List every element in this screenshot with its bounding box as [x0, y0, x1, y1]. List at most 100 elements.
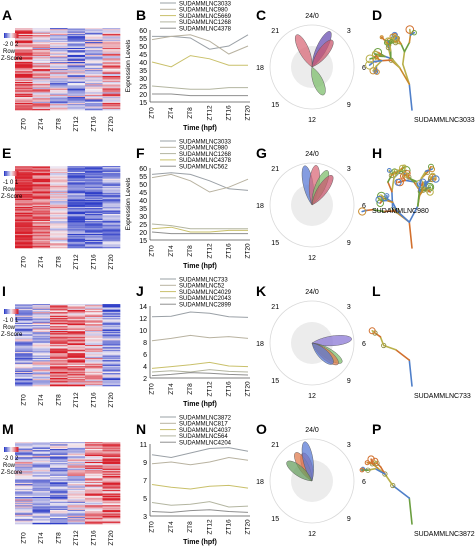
x-axis-label: Time (hpf): [183, 125, 217, 132]
panel-letter-chart: N: [136, 421, 146, 437]
color-key-subtitle: Z-Score: [1, 470, 23, 476]
polar-hour-label: 3: [347, 166, 351, 173]
x-tick-label: ZT12: [206, 381, 213, 397]
polar-hour-label: 15: [271, 516, 279, 523]
y-axis-label: Expression Levels: [125, 177, 132, 230]
x-tick-label: ZT16: [226, 519, 233, 535]
series-line-1: [152, 448, 248, 458]
legend-entry: SUDAMMLNC2899: [179, 303, 232, 309]
color-key-values: -1 0 1: [3, 318, 19, 324]
heatmap-cell: [103, 385, 121, 386]
x-tick-label: ZT20: [245, 519, 252, 535]
heatmap-cell: [50, 385, 68, 386]
structure-label: SUDAMMLNC3872: [414, 531, 475, 538]
heatmap-cell: [103, 523, 121, 524]
polar-hour-label: 24/0: [305, 13, 319, 20]
color-key-swatch: [4, 33, 5, 38]
y-tick-label: 15: [139, 238, 147, 245]
heatmap-cell: [85, 247, 103, 248]
heatmap-col-label: ZT8: [55, 256, 62, 268]
color-key-swatch: [17, 309, 18, 314]
rna-secondary-structure: [366, 26, 417, 110]
y-tick-label: 3: [143, 514, 147, 521]
color-key-swatch: [14, 309, 15, 314]
structure-label: SUDAMMLNC3033: [414, 117, 475, 124]
panel-letter-heatmap: M: [2, 421, 14, 437]
color-key-swatch: [6, 171, 7, 176]
x-tick-label: ZT16: [226, 105, 233, 121]
legend-entry: SUDAMMLNC980: [179, 8, 228, 14]
structure-label: SUDAMMLNC980: [372, 208, 429, 215]
x-tick-label: ZT4: [168, 107, 175, 119]
color-key-swatch: [16, 171, 17, 176]
polar-hour-label: 12: [308, 255, 316, 262]
color-key-swatch: [9, 309, 10, 314]
rna-secondary-structure: [359, 164, 439, 248]
color-key-swatch: [11, 171, 12, 176]
panel-letter-structure: D: [372, 7, 382, 23]
legend-entry: SUDAMMLNC1268: [179, 20, 232, 26]
color-key-swatch: [15, 309, 16, 314]
rna-secondary-structure: [360, 456, 412, 524]
polar-hour-label: 3: [347, 304, 351, 311]
color-key-swatch: [17, 171, 18, 176]
color-key-swatch: [17, 33, 18, 38]
color-key-swatch: [4, 309, 5, 314]
heatmap-col-label: ZT4: [38, 256, 45, 268]
heatmap-cell: [15, 385, 33, 386]
y-tick-label: 6: [143, 352, 147, 359]
color-key-swatch: [12, 447, 13, 452]
polar-hour-label: 12: [308, 393, 316, 400]
color-key-swatch: [15, 447, 16, 452]
heatmap-col-label: ZT16: [90, 254, 97, 270]
polar-hour-label: 15: [271, 378, 279, 385]
color-key-swatch: [9, 171, 10, 176]
heatmap-cell: [33, 247, 51, 248]
color-key-title: Row: [3, 187, 16, 193]
polar-hour-label: 9: [347, 102, 351, 109]
y-tick-label: 35: [139, 206, 147, 213]
panel-letter-polar: G: [256, 145, 267, 161]
x-tick-label: ZT0: [149, 245, 156, 257]
color-key-swatch: [10, 171, 11, 176]
x-tick-label: ZT4: [168, 383, 175, 395]
color-key-subtitle: Z-Score: [1, 56, 23, 62]
polar-hour-label: 12: [308, 117, 316, 124]
legend-entry: SUDAMMLNC564: [179, 434, 228, 440]
heatmap-cell: [50, 109, 68, 110]
heatmap-col-label: ZT20: [108, 392, 115, 408]
series-line-4: [152, 86, 248, 89]
heatmap-col-label: ZT8: [55, 118, 62, 130]
heatmap-cell: [15, 523, 33, 524]
x-tick-label: ZT4: [168, 245, 175, 257]
x-tick-label: ZT12: [206, 243, 213, 259]
x-tick-label: ZT16: [226, 381, 233, 397]
y-tick-label: 15: [139, 100, 147, 107]
rna-stem: [409, 222, 412, 248]
y-tick-label: 4: [143, 364, 147, 371]
series-line-2: [152, 35, 248, 54]
polar-hour-label: 21: [271, 442, 279, 449]
rna-stem: [382, 60, 391, 61]
color-key-swatch: [9, 447, 10, 452]
color-key-swatch: [16, 309, 17, 314]
heatmap-cell: [68, 523, 86, 524]
heatmap-cell: [68, 247, 86, 248]
color-key-subtitle: Z-Score: [1, 194, 23, 200]
rna-stem: [380, 201, 382, 203]
heatmap-col-label: ZT20: [108, 116, 115, 132]
panel-letter-structure: H: [372, 145, 382, 161]
series-line-2: [152, 458, 248, 465]
rna-stem: [418, 191, 420, 206]
rna-stem: [392, 178, 394, 192]
polar-hour-label: 24/0: [305, 151, 319, 158]
polar-hour-label: 3: [347, 28, 351, 35]
color-key-swatch: [5, 33, 6, 38]
y-tick-label: 25: [139, 222, 147, 229]
